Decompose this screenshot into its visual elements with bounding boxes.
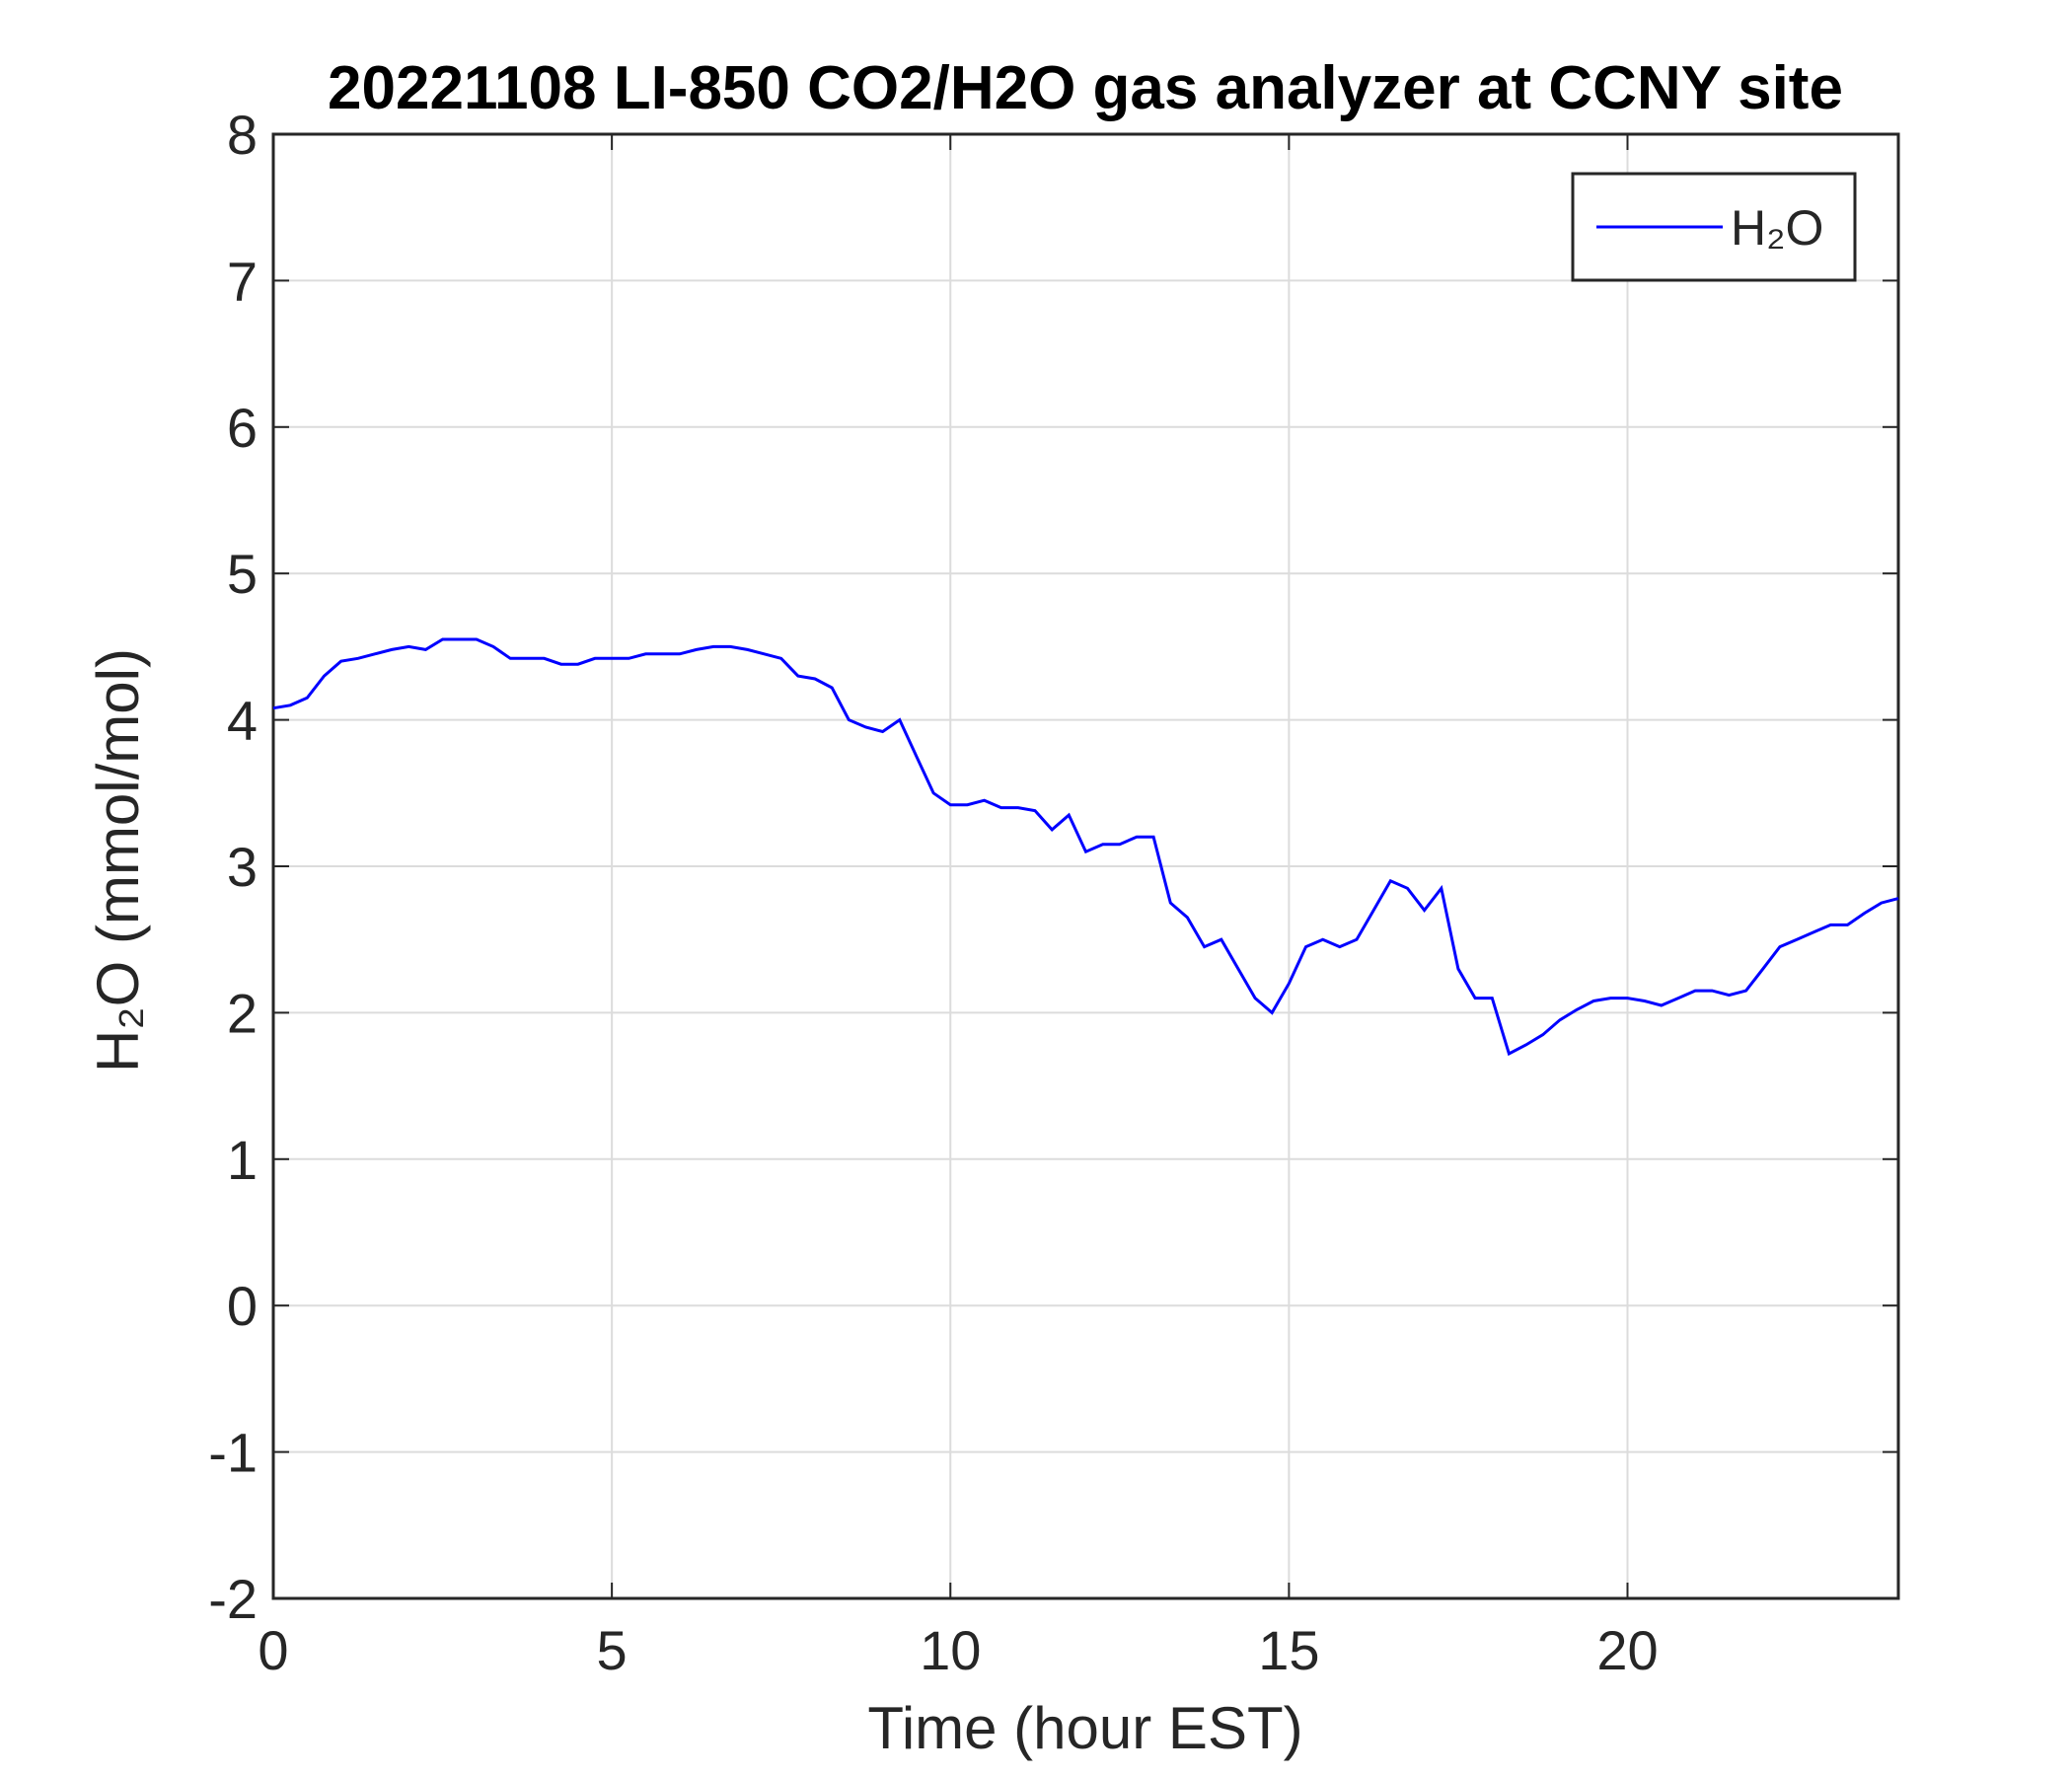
y-tick-label: 7 [227, 250, 258, 312]
plot-frame [271, 132, 1900, 1600]
x-tick-label: 0 [258, 1619, 288, 1681]
chart-title: 20221108 LI-850 CO2/H2O gas analyzer at … [328, 54, 1843, 122]
y-tick-label: 5 [227, 543, 258, 605]
legend-label: H₂O [1731, 200, 1823, 256]
y-tick-label: 4 [227, 690, 258, 752]
x-axis-label: Time (hour EST) [867, 1695, 1302, 1761]
y-tick-label: 3 [227, 836, 258, 898]
x-tick-label: 10 [920, 1619, 981, 1681]
y-axis-label: H₂O (mmol/mol) [85, 648, 151, 1073]
y-tick-label: 8 [227, 104, 258, 166]
y-tick-label: -2 [208, 1568, 258, 1630]
x-tick-label: 20 [1596, 1619, 1658, 1681]
x-tick-label: 5 [597, 1619, 628, 1681]
y-tick-label: -1 [208, 1422, 258, 1484]
y-tick-label: 1 [227, 1129, 258, 1191]
y-tick-label: 0 [227, 1275, 258, 1337]
data-line [272, 637, 1899, 1057]
y-tick-label: 6 [227, 397, 258, 459]
x-tick-label: 15 [1258, 1619, 1319, 1681]
y-tick-label: 2 [227, 982, 258, 1044]
